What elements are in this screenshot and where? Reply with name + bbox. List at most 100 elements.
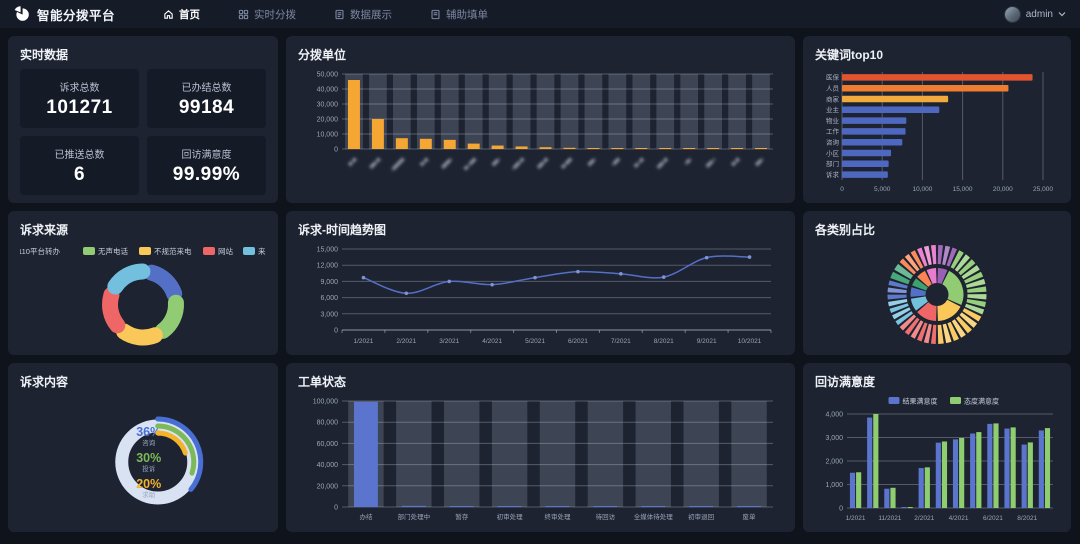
svg-text:2/2021: 2/2021 (914, 515, 934, 522)
svg-text:2/2021: 2/2021 (396, 338, 416, 345)
panel-keywords-top10: 关键词top10 0 5,000 10,000 15,000 20,000 25,000 医… (803, 36, 1071, 203)
top-nav: 智能分拨平台 首页 实时分拨 数据展示 辅助填单 (0, 0, 1080, 28)
svg-text:来电: 来电 (258, 246, 266, 256)
stat-card-total-appeals: 诉求总数 101271 (20, 69, 139, 128)
svg-text:5,000: 5,000 (874, 186, 891, 193)
svg-text:6/2021: 6/2021 (983, 515, 1003, 522)
svg-text:▪■■▪■: ▪■■▪■ (511, 157, 526, 172)
nav-item-realtime-dispatch[interactable]: 实时分拨 (238, 7, 296, 22)
svg-text:结果满意度: 结果满意度 (903, 397, 938, 406)
svg-text:■■▪■: ■■▪■ (537, 157, 551, 171)
nav-item-data-display[interactable]: 数据展示 (334, 7, 392, 22)
svg-text:咨询: 咨询 (826, 138, 840, 147)
svg-text:暂存: 暂存 (455, 512, 469, 521)
stat-label: 回访满意度 (181, 149, 232, 161)
stat-card-pushed: 已推送总数 6 (20, 136, 139, 195)
svg-text:▪■■■■: ▪■■■■ (390, 157, 406, 173)
svg-text:10/2021: 10/2021 (738, 338, 762, 345)
svg-text:无声电话: 无声电话 (98, 246, 128, 256)
legend-item[interactable]: 态度满意度 (950, 397, 999, 406)
svg-text:部门处理中: 部门处理中 (398, 512, 431, 521)
svg-text:4/2021: 4/2021 (949, 515, 969, 522)
svg-text:6/2021: 6/2021 (568, 338, 588, 345)
panel-appeal-sources: 诉求来源 110平台转办 无声电话 不规范来电 网站 来电 (8, 211, 278, 355)
svg-text:医保: 医保 (826, 73, 840, 82)
svg-text:初审退回: 初审退回 (688, 512, 714, 521)
workorder-status-bar-chart: 0 20,000 40,000 60,000 80,000 100,000 办结 部门处理中 暂… (298, 394, 783, 524)
legend-item[interactable]: 结果满意度 (888, 397, 938, 406)
stat-value: 101271 (46, 96, 113, 118)
svg-text:网站: 网站 (218, 246, 233, 256)
legend-item[interactable]: 来电 (243, 246, 266, 256)
panel-realtime-data: 实时数据 诉求总数 101271 已办结总数 99184 已推送总数 6 回访满… (8, 36, 278, 203)
svg-text:■■■▪: ■■■▪ (441, 157, 454, 170)
svg-text:办结: 办结 (359, 512, 373, 521)
stat-label: 已推送总数 (54, 149, 105, 161)
svg-text:全媒体待处理: 全媒体待处理 (634, 512, 674, 521)
svg-text:30%: 30% (136, 451, 161, 465)
svg-text:■▪■■: ■▪■■ (560, 157, 574, 171)
svg-text:6,000: 6,000 (320, 295, 338, 302)
legend-item[interactable]: 网站 (203, 246, 233, 256)
svg-text:3,000: 3,000 (320, 311, 338, 318)
panel-title: 分拨单位 (298, 48, 347, 62)
svg-text:110平台转办: 110平台转办 (20, 246, 60, 256)
svg-text:■▪■: ■▪■ (731, 157, 742, 168)
legend-item[interactable]: 110平台转办 (20, 246, 60, 256)
svg-text:投诉: 投诉 (142, 464, 156, 473)
dashboard: 实时数据 诉求总数 101271 已办结总数 99184 已推送总数 6 回访满… (0, 28, 1080, 540)
svg-text:4/2021: 4/2021 (482, 338, 502, 345)
stat-value: 99184 (178, 96, 235, 118)
nav-item-label: 数据展示 (350, 8, 393, 21)
svg-text:50,000: 50,000 (317, 72, 339, 79)
appeal-content-rings-chart: 36% 咨询 30% 投诉 20% 求助 (20, 394, 266, 524)
panel-dispatch-units: 分拨单位 0 10,000 20,000 30,000 40,000 50,000 ■▪■ ■… (286, 36, 795, 203)
svg-text:3/2021: 3/2021 (439, 338, 459, 345)
svg-text:2,000: 2,000 (825, 459, 843, 466)
svg-text:终审处理: 终审处理 (545, 512, 572, 521)
avatar (1003, 5, 1021, 23)
svg-text:部门: 部门 (826, 159, 839, 168)
panel-title: 回访满意度 (815, 375, 876, 389)
svg-text:待回访: 待回访 (596, 512, 616, 521)
svg-text:0: 0 (839, 506, 843, 513)
svg-text:15,000: 15,000 (317, 247, 339, 254)
svg-text:1/2021: 1/2021 (354, 338, 374, 345)
svg-text:100,000: 100,000 (313, 399, 338, 406)
svg-text:12,000: 12,000 (317, 263, 339, 270)
svg-text:0: 0 (334, 505, 338, 512)
nav-item-assist-form[interactable]: 辅助填单 (430, 7, 488, 22)
svg-text:■■▪: ■■▪ (491, 157, 502, 168)
svg-text:9/2021: 9/2021 (697, 338, 717, 345)
username: admin (1025, 8, 1053, 20)
svg-text:8/2021: 8/2021 (654, 338, 674, 345)
svg-text:求助: 求助 (142, 490, 156, 499)
nav-item-home[interactable]: 首页 (163, 7, 200, 22)
panel-appeal-content: 诉求内容 36% 咨询 30% 投诉 20% 求助 (8, 363, 278, 532)
svg-text:态度满意度: 态度满意度 (964, 397, 999, 406)
stat-card-completed: 已办结总数 99184 (147, 69, 266, 128)
legend-item[interactable]: 不规范来电 (139, 246, 192, 256)
brand-title: 智能分拨平台 (37, 8, 116, 23)
panel-title: 诉求内容 (20, 375, 69, 389)
svg-text:■■▪▪: ■■▪▪ (705, 157, 717, 169)
svg-text:不规范来电: 不规范来电 (154, 246, 192, 256)
svg-text:■▪▪■■: ■▪▪■■ (463, 157, 478, 172)
svg-text:36%: 36% (136, 425, 161, 439)
satisfaction-grouped-bar-chart: 结果满意度 态度满意度 0 1,000 2,000 3,000 4,000 1/2021 11/… (815, 394, 1059, 524)
svg-text:1/2021: 1/2021 (846, 515, 866, 522)
stat-value: 99.99% (172, 163, 241, 185)
form-icon (431, 9, 440, 19)
svg-text:15,000: 15,000 (953, 186, 973, 193)
svg-text:10,000: 10,000 (317, 132, 339, 139)
svg-text:80,000: 80,000 (317, 420, 339, 427)
panel-title: 关键词top10 (815, 48, 884, 62)
svg-text:9,000: 9,000 (320, 279, 338, 286)
legend-item[interactable]: 无声电话 (83, 246, 128, 256)
svg-text:20,000: 20,000 (993, 186, 1013, 193)
chevron-down-icon (1058, 12, 1066, 17)
svg-text:物业: 物业 (826, 116, 840, 125)
stat-card-satisfaction: 回访满意度 99.99% (147, 136, 266, 195)
document-icon (335, 9, 344, 19)
user-menu[interactable]: admin (1003, 5, 1066, 23)
